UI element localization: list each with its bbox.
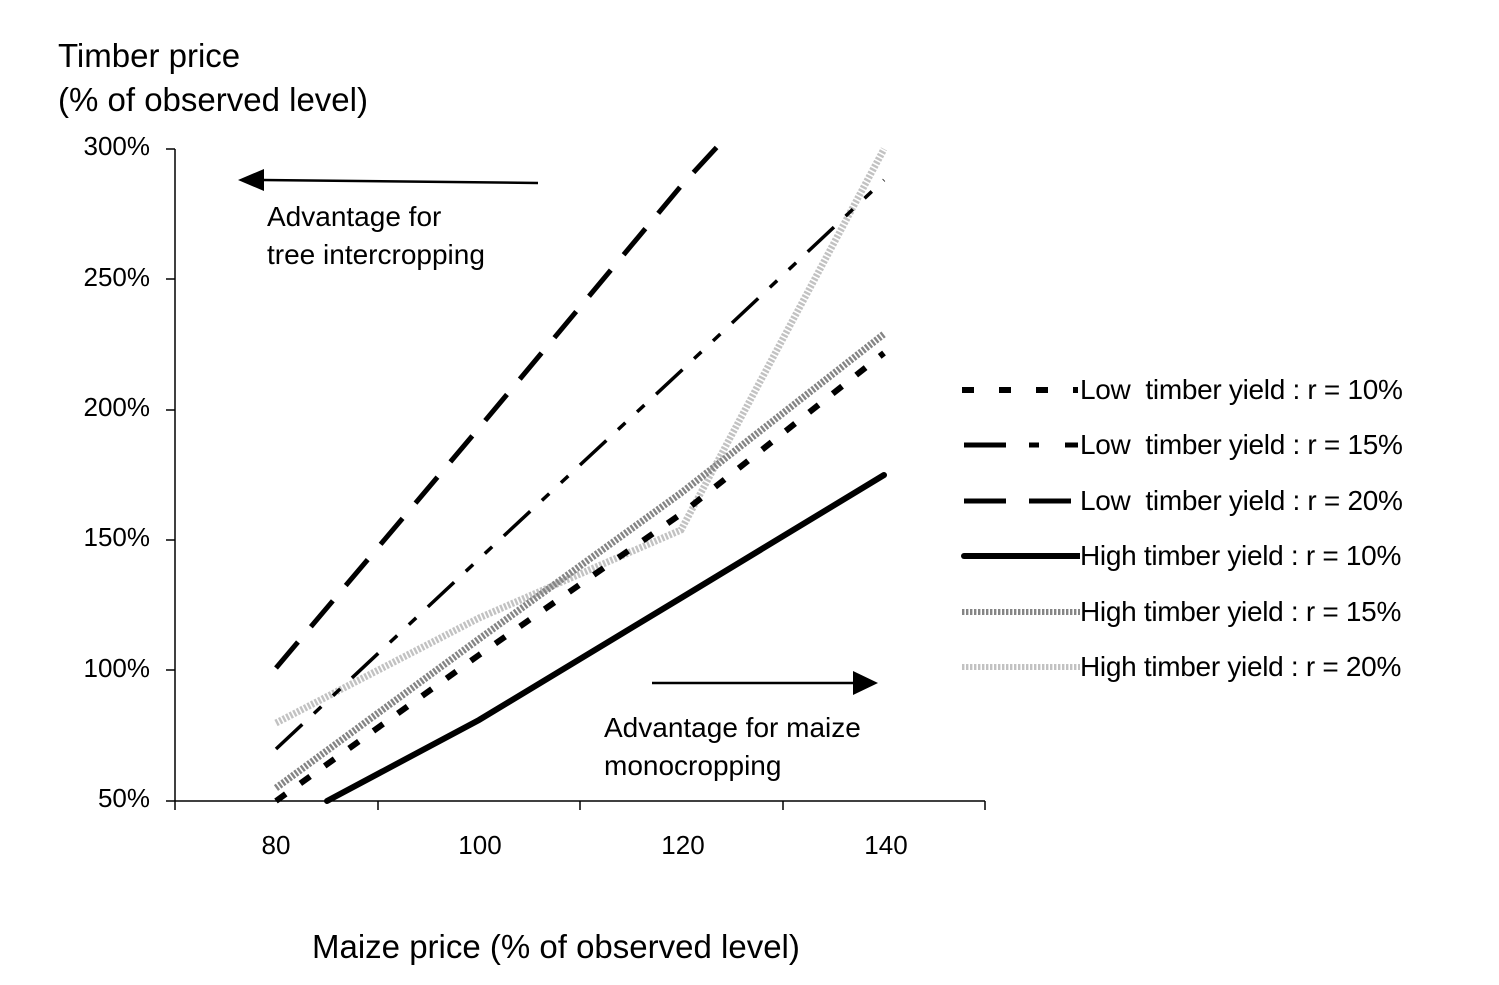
legend-item-high-r15: High timber yield : r = 15% — [960, 584, 1403, 640]
y-tick-label: 150% — [83, 522, 151, 552]
series-low-r20 — [274, 145, 719, 670]
legend-item-high-r10: High timber yield : r = 10% — [960, 529, 1403, 585]
legend-swatch-short-dash-icon — [962, 386, 1078, 393]
y-tick-label: 300% — [83, 131, 151, 161]
y-tick-label: 100% — [83, 653, 151, 683]
annotation-maize-monocropping: Advantage for maize monocropping — [604, 712, 861, 781]
legend-swatch-long-dash-icon — [964, 498, 1078, 504]
y-axis-title-line1: Timber price — [58, 37, 241, 74]
legend: Low timber yield : r = 10% Low timber yi… — [960, 362, 1403, 695]
y-axis-title-line2: (% of observed level) — [58, 81, 368, 118]
y-tick-label: 200% — [83, 392, 151, 422]
legend-swatch-light-hatched-icon — [962, 664, 1080, 671]
axes — [166, 148, 986, 810]
series-high-r10 — [324, 472, 887, 804]
legend-item-low-r20: Low timber yield : r = 20% — [960, 473, 1403, 529]
arrow-right-icon — [652, 671, 878, 695]
x-axis-title: Maize price (% of observed level) — [312, 928, 800, 965]
series-low-r10 — [274, 350, 886, 804]
series-low-r15 — [274, 178, 886, 751]
annotation-tree-intercropping: Advantage for tree intercropping — [267, 201, 485, 270]
arrow-left-icon — [238, 169, 539, 191]
legend-swatch-dark-hatched-icon — [962, 608, 1080, 615]
series-high-r15 — [273, 331, 887, 791]
x-tick-label: 80 — [261, 830, 291, 860]
legend-item-high-r20: High timber yield : r = 20% — [960, 640, 1403, 696]
legend-item-low-r15: Low timber yield : r = 15% — [960, 418, 1403, 474]
x-tick-label: 100 — [458, 830, 502, 860]
series-high-r20 — [274, 147, 888, 727]
x-tick-label: 120 — [661, 830, 705, 860]
legend-swatch-solid-icon — [961, 553, 1080, 560]
legend-item-low-r10: Low timber yield : r = 10% — [960, 362, 1403, 418]
y-tick-label: 250% — [83, 262, 151, 292]
legend-swatch-long-short-dash-icon — [964, 442, 1078, 448]
y-axis-title: Timber price (% of observed level) — [58, 34, 368, 122]
y-tick-label: 50% — [97, 783, 150, 813]
x-tick-label: 140 — [864, 830, 908, 860]
